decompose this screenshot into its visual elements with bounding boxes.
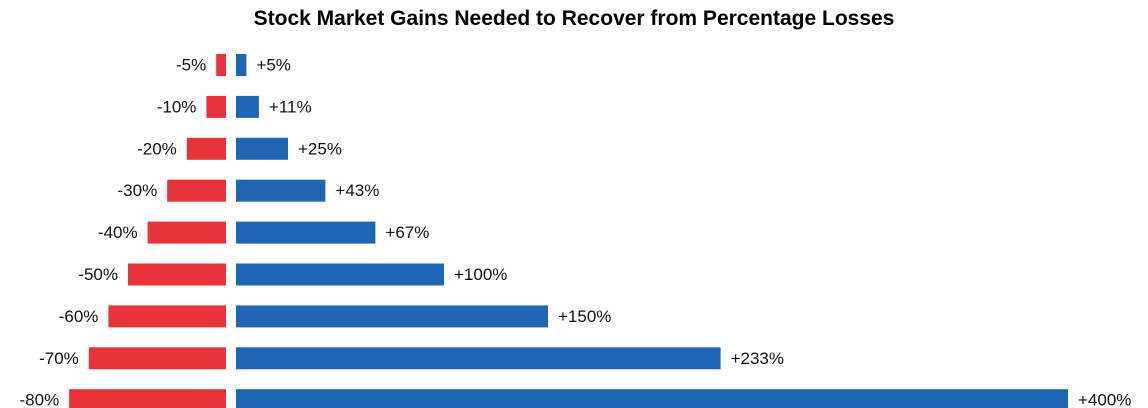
chart-title: Stock Market Gains Needed to Recover fro… bbox=[253, 7, 895, 30]
gain-bar bbox=[236, 389, 1068, 408]
gain-bar-label: +150% bbox=[558, 307, 611, 326]
loss-bar bbox=[147, 221, 226, 244]
gain-bar bbox=[236, 347, 721, 370]
gain-bar-label: +5% bbox=[256, 56, 291, 75]
gain-bar-label: +43% bbox=[335, 181, 379, 200]
gain-bar bbox=[236, 305, 548, 328]
loss-bar bbox=[186, 137, 226, 160]
gain-bar bbox=[236, 54, 247, 76]
gain-bar bbox=[236, 179, 326, 202]
loss-bar-label: -40% bbox=[98, 223, 138, 242]
loss-bar-label: -20% bbox=[137, 139, 177, 158]
gain-bar bbox=[236, 137, 288, 160]
loss-bar-label: -5% bbox=[176, 56, 206, 75]
loss-bar bbox=[216, 54, 226, 76]
gain-bar-label: +400% bbox=[1078, 391, 1131, 408]
loss-bar bbox=[88, 347, 226, 370]
gain-bar-label: +67% bbox=[385, 223, 429, 242]
bar-labels-group: -5% +5% -10% +11% -20% +25% -30% +43% -40% +67% -5… bbox=[20, 56, 1132, 408]
loss-bar-label: -70% bbox=[39, 349, 79, 368]
loss-bar-label: -80% bbox=[20, 391, 60, 408]
gain-bar-label: +233% bbox=[731, 349, 784, 368]
loss-bar bbox=[69, 389, 226, 408]
loss-bar-label: -30% bbox=[118, 181, 158, 200]
loss-bar bbox=[167, 179, 226, 202]
loss-bar-label: -60% bbox=[59, 307, 99, 326]
gain-bar-label: +100% bbox=[454, 265, 507, 284]
loss-bars-group bbox=[69, 54, 226, 408]
gain-bar-label: +11% bbox=[269, 97, 312, 116]
loss-bar bbox=[128, 263, 226, 286]
gain-bar-label: +25% bbox=[298, 139, 342, 158]
gain-bars-group bbox=[236, 54, 1068, 408]
gain-bar bbox=[236, 221, 376, 244]
loss-bar-label: -50% bbox=[78, 265, 118, 284]
loss-bar bbox=[108, 305, 226, 328]
loss-bar-label: -10% bbox=[157, 97, 197, 116]
gain-bar bbox=[236, 263, 444, 286]
loss-bar bbox=[206, 95, 226, 118]
gain-bar bbox=[236, 95, 259, 118]
